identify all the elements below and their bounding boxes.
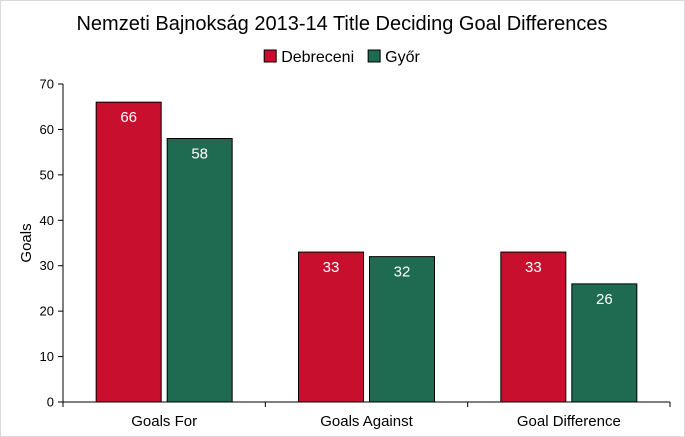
y-tick-label: 50	[40, 167, 54, 182]
bar-debreceni	[500, 251, 567, 403]
bar-győr	[571, 283, 638, 403]
x-axis: Goals For Goals Against Goal Difference	[62, 401, 671, 430]
bar-győr	[369, 256, 435, 403]
bar-debreceni	[298, 251, 364, 403]
bar-debreceni	[95, 101, 162, 403]
y-tick-label: 30	[40, 258, 54, 273]
y-tick-label: 10	[40, 349, 54, 364]
y-tick-label: 70	[40, 77, 54, 92]
data-label: 58	[191, 146, 208, 163]
data-label: 66	[120, 109, 137, 126]
data-label: 33	[525, 259, 542, 276]
y-tick-label: 20	[40, 304, 54, 319]
data-label: 32	[394, 264, 411, 281]
x-category-label: Goals Against	[320, 413, 413, 430]
legend-swatch-győr	[367, 49, 381, 63]
y-axis: 0 10 20 30 40 50 60 70	[40, 77, 64, 410]
legend-label: Debreceni	[281, 49, 354, 66]
bars: 66 58 33 32 33 26	[95, 101, 638, 403]
y-tick-label: 0	[47, 395, 54, 410]
legend-label: Győr	[385, 49, 420, 66]
data-label: 26	[596, 291, 613, 308]
legend: Debreceni Győr	[263, 49, 420, 66]
y-tick-label: 60	[40, 122, 54, 137]
y-tick-label: 40	[40, 213, 54, 228]
legend-swatch-debreceni	[263, 49, 277, 63]
chart-title: Nemzeti Bajnokság 2013-14 Title Deciding…	[76, 13, 607, 35]
x-category-label: Goals For	[131, 413, 197, 430]
y-axis-label: Goals	[18, 223, 35, 262]
data-label: 33	[323, 259, 340, 276]
bar-győr	[166, 138, 233, 403]
x-category-label: Goal Difference	[517, 413, 621, 430]
